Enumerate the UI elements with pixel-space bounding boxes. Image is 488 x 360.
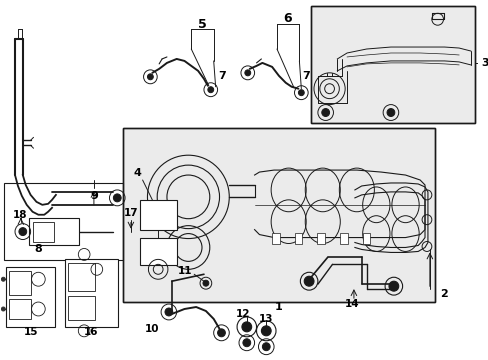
Bar [140, 200, 176, 230]
Circle shape [19, 228, 27, 235]
Bar [310, 6, 474, 123]
Bar [271, 233, 279, 244]
Text: 11: 11 [178, 266, 192, 276]
Bar [294, 233, 302, 244]
Text: 5: 5 [197, 18, 206, 31]
Text: 3: 3 [481, 58, 488, 68]
Text: 4: 4 [134, 168, 142, 178]
Text: 17: 17 [123, 208, 138, 218]
Circle shape [321, 109, 329, 117]
Text: 14: 14 [344, 299, 359, 309]
Circle shape [147, 74, 153, 80]
Circle shape [1, 307, 5, 311]
Circle shape [203, 280, 208, 286]
Circle shape [261, 326, 270, 336]
Text: 12: 12 [235, 309, 250, 319]
Text: 7: 7 [218, 71, 226, 81]
Text: 13: 13 [259, 314, 273, 324]
Bar [9, 299, 31, 319]
Bar [362, 233, 370, 244]
Bar [67, 296, 95, 320]
Bar [67, 264, 95, 291]
Circle shape [262, 343, 269, 351]
Circle shape [388, 281, 398, 291]
Bar [316, 233, 324, 244]
Text: 8: 8 [35, 244, 42, 255]
Bar [33, 222, 54, 242]
Text: 9: 9 [90, 191, 98, 201]
Bar [9, 271, 31, 295]
Text: 6: 6 [283, 12, 291, 25]
Circle shape [304, 276, 313, 286]
Text: 16: 16 [83, 327, 98, 337]
Circle shape [113, 194, 121, 202]
Circle shape [207, 87, 213, 93]
Text: 1: 1 [274, 302, 282, 312]
Bar [140, 238, 176, 265]
Bar [29, 218, 79, 246]
Text: 2: 2 [440, 289, 447, 299]
Text: 15: 15 [23, 327, 38, 337]
Circle shape [242, 322, 251, 332]
Bar [6, 267, 55, 327]
Circle shape [243, 339, 250, 347]
Bar [340, 233, 347, 244]
Text: 10: 10 [145, 324, 159, 334]
Text: 7: 7 [302, 71, 309, 81]
Text: 18: 18 [13, 210, 27, 220]
Circle shape [1, 277, 5, 281]
Bar [4, 183, 123, 260]
Circle shape [217, 329, 225, 337]
Bar [64, 260, 118, 327]
Circle shape [298, 90, 304, 96]
Circle shape [386, 109, 394, 117]
Bar [123, 129, 434, 302]
Bar [310, 6, 474, 123]
Bar [123, 129, 434, 302]
Circle shape [244, 70, 250, 76]
Circle shape [164, 308, 172, 316]
